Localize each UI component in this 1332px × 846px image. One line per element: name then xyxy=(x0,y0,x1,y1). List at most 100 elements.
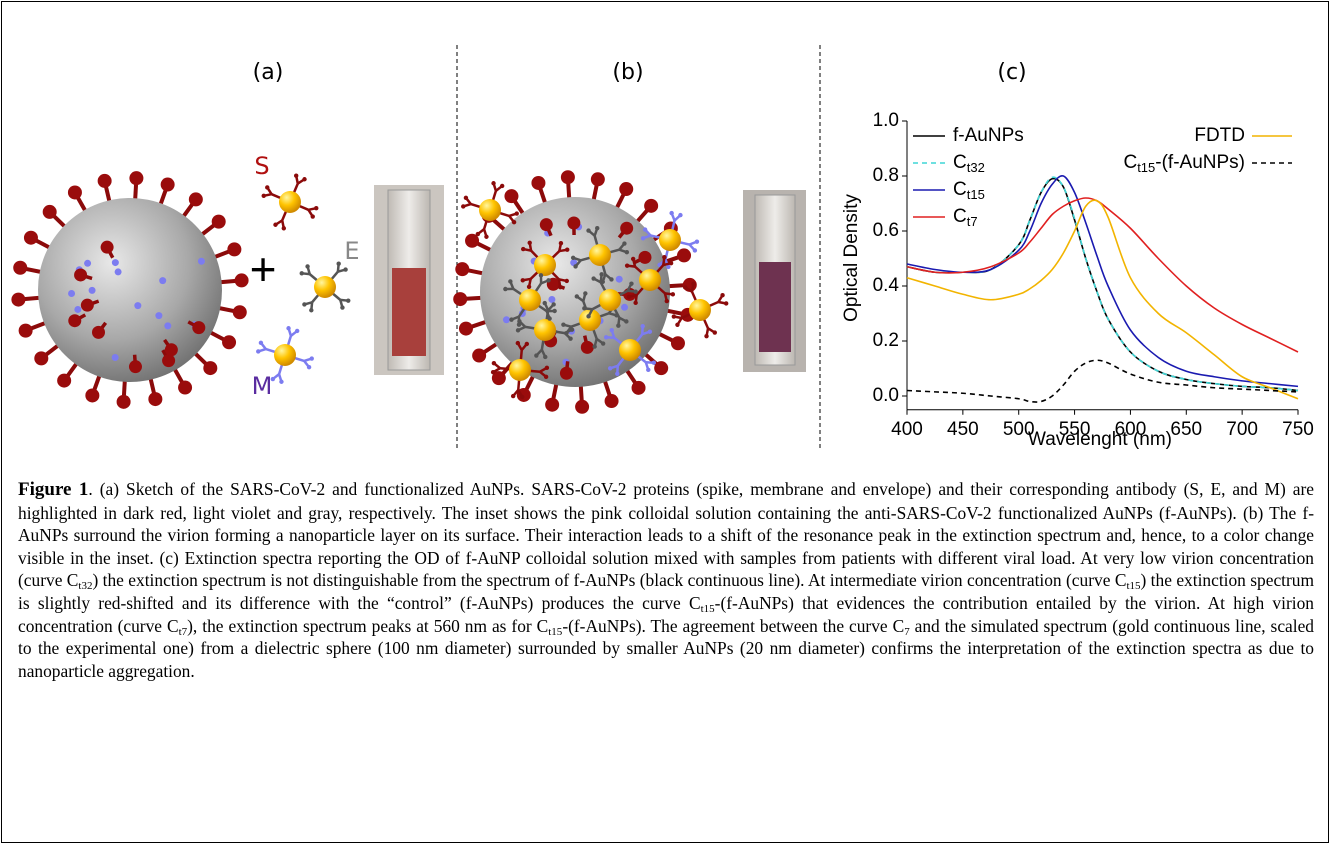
antibody xyxy=(503,286,508,292)
antibody xyxy=(669,210,674,216)
spike-head xyxy=(148,392,163,407)
virion xyxy=(11,171,249,409)
spike-head xyxy=(178,380,193,395)
gold-particle xyxy=(279,191,301,213)
membrane-protein xyxy=(111,259,119,267)
antibody xyxy=(484,234,489,239)
spike-head xyxy=(97,173,112,188)
antibody xyxy=(543,354,548,360)
gold-particle xyxy=(579,309,601,331)
antibody xyxy=(583,291,588,296)
antibody xyxy=(603,335,609,340)
spike-head xyxy=(68,314,82,328)
caption-text: ), the extinction spectrum peaks at 560 … xyxy=(187,615,549,636)
nanoparticle xyxy=(624,254,676,306)
spike-head xyxy=(631,380,646,395)
antibody xyxy=(704,333,709,339)
antibody xyxy=(629,281,634,286)
antibody xyxy=(306,364,312,370)
gold-particle xyxy=(599,289,621,311)
caption-text: -(f-AuNPs). The agreement between the cu… xyxy=(562,615,905,636)
antibody xyxy=(527,240,532,245)
series-line xyxy=(906,197,1299,353)
antibody xyxy=(569,327,575,332)
antibody xyxy=(624,319,629,324)
antibody xyxy=(538,273,544,278)
legend-label: Ct7 xyxy=(953,206,978,229)
antibody xyxy=(270,376,276,382)
nanoparticle xyxy=(520,240,570,290)
spike-head xyxy=(18,323,33,338)
antibody xyxy=(657,262,662,268)
membrane-protein xyxy=(88,286,96,294)
antibody xyxy=(340,305,345,310)
antibody xyxy=(668,260,674,266)
antibody xyxy=(509,317,514,322)
antibody xyxy=(622,241,627,246)
y-axis-title: Optical Density xyxy=(841,194,862,322)
nanoparticle xyxy=(261,173,319,231)
antibody xyxy=(573,264,578,269)
membrane-protein xyxy=(134,302,142,310)
antibody xyxy=(309,356,314,361)
spike-head xyxy=(619,182,634,197)
spike-head xyxy=(545,397,560,412)
spike-head xyxy=(638,250,652,264)
spike-head xyxy=(531,175,546,190)
antibody xyxy=(561,322,566,327)
x-axis-title: Wavelenght (nm) xyxy=(1028,429,1172,450)
caption-text: ) the extinction spectrum is slightly re… xyxy=(18,570,1315,613)
antibody xyxy=(630,256,636,262)
caption-subscript: t15 xyxy=(700,602,715,615)
gold-particle xyxy=(509,359,531,381)
figure: (a) (b) (c) + S E M Wavelenght (nm) Opti… xyxy=(11,45,1314,450)
y-tick-label: 0.0 xyxy=(873,385,899,406)
spike-head xyxy=(67,185,82,200)
spike-head xyxy=(188,192,203,207)
spike-head xyxy=(453,292,468,307)
membrane-protein xyxy=(164,322,172,330)
antibody xyxy=(682,285,688,290)
antibody xyxy=(633,300,638,306)
antibody xyxy=(515,340,521,346)
antibody xyxy=(511,219,517,225)
antibody xyxy=(524,341,530,347)
gold-particle xyxy=(274,344,296,366)
antibody xyxy=(526,284,532,289)
spike-head xyxy=(458,321,473,336)
antibody xyxy=(491,360,497,366)
antibody xyxy=(293,173,299,178)
antibody xyxy=(543,374,549,380)
antibody xyxy=(508,279,513,284)
antibody xyxy=(691,281,696,287)
antibody xyxy=(723,301,729,306)
antibody xyxy=(514,211,519,216)
membrane-protein xyxy=(68,290,76,298)
membrane-protein xyxy=(548,295,556,303)
membrane-protein xyxy=(159,277,167,285)
antibody xyxy=(609,327,614,333)
antibody xyxy=(647,329,653,334)
antibody xyxy=(671,314,677,319)
nanoparticle xyxy=(671,281,729,339)
nanoparticle xyxy=(570,225,630,285)
nanoparticle xyxy=(582,272,638,328)
antibody xyxy=(491,181,496,186)
antibody xyxy=(633,289,638,294)
caption: Figure 1. (a) Sketch of the SARS-CoV-2 a… xyxy=(18,478,1314,682)
antibody xyxy=(490,369,496,375)
antibody xyxy=(570,255,576,260)
antibody xyxy=(574,294,580,299)
antibody xyxy=(286,326,291,331)
antibody xyxy=(346,298,351,303)
antibody xyxy=(586,228,591,233)
antibody xyxy=(521,246,526,252)
nanoparticle xyxy=(503,273,557,327)
gold-particle xyxy=(639,269,661,291)
y-tick-label: 0.2 xyxy=(873,330,899,351)
spike-head xyxy=(590,172,605,187)
spike-head xyxy=(677,248,692,263)
legend-label: f-AuNPs xyxy=(953,125,1024,146)
spike-head xyxy=(670,336,685,351)
